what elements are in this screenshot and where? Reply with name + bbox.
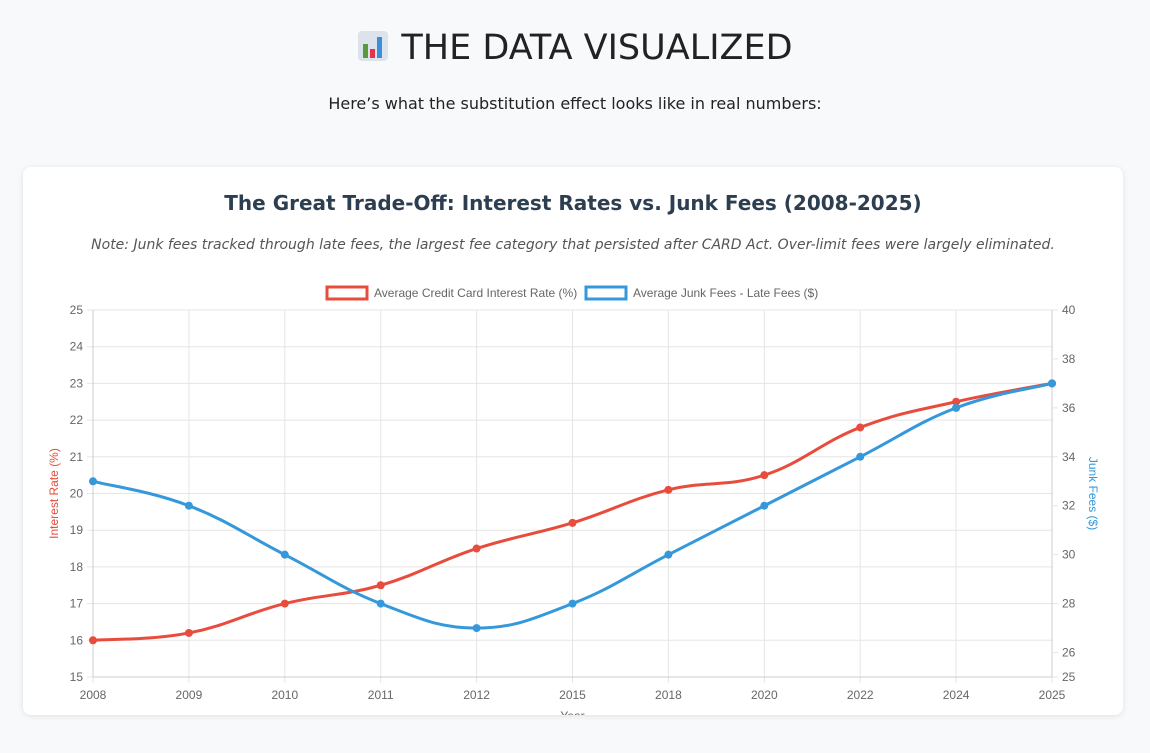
legend-label: Average Junk Fees - Late Fees ($) bbox=[633, 286, 818, 300]
y2-axis-title: Junk Fees ($) bbox=[1086, 457, 1100, 530]
data-point bbox=[664, 485, 673, 494]
y-tick-label: 18 bbox=[70, 560, 84, 574]
data-point bbox=[376, 581, 385, 590]
data-point bbox=[568, 599, 577, 608]
x-tick-label: 2020 bbox=[751, 688, 778, 702]
title-text: THE DATA VISUALIZED bbox=[401, 28, 793, 68]
bar-chart-icon bbox=[358, 31, 389, 61]
y-tick-label: 16 bbox=[70, 633, 84, 647]
x-tick-label: 2015 bbox=[559, 688, 586, 702]
data-point bbox=[760, 471, 769, 480]
x-tick-label: 2018 bbox=[655, 688, 682, 702]
data-point bbox=[952, 397, 961, 406]
y2-tick-label: 32 bbox=[1062, 499, 1076, 513]
line-chart: 15 16 17 18 19 20 21 22 23 24 25 2008 2009 2010 2011 20… bbox=[47, 285, 1100, 715]
legend-swatch bbox=[584, 285, 628, 301]
y-tick-label: 22 bbox=[70, 413, 84, 427]
y-tick-label: 24 bbox=[70, 340, 84, 354]
y-tick-label: 21 bbox=[70, 450, 84, 464]
data-point bbox=[664, 550, 673, 559]
x-axis-title: Year bbox=[560, 709, 584, 715]
y-tick-label: 25 bbox=[70, 303, 84, 317]
y2-tick-label: 40 bbox=[1062, 303, 1076, 317]
data-point bbox=[952, 403, 961, 412]
data-point bbox=[856, 423, 865, 432]
y-tick-label: 17 bbox=[70, 597, 84, 611]
y2-tick-label: 26 bbox=[1062, 646, 1076, 660]
x-tick-label: 2012 bbox=[463, 688, 490, 702]
y-tick-label: 15 bbox=[70, 670, 84, 684]
data-point bbox=[376, 599, 385, 608]
y2-tick-label: 34 bbox=[1062, 450, 1076, 464]
data-point bbox=[472, 624, 481, 633]
y-axis-title: Interest Rate (%) bbox=[47, 448, 61, 539]
chart-title: The Great Trade-Off: Interest Rates vs. … bbox=[224, 191, 922, 215]
data-point bbox=[280, 550, 289, 559]
page-title: THE DATA VISUALIZED bbox=[0, 28, 1150, 68]
x-tick-label: 2024 bbox=[943, 688, 970, 702]
x-tick-label: 2011 bbox=[368, 688, 394, 702]
data-point bbox=[280, 599, 289, 608]
data-point bbox=[89, 636, 97, 645]
y-tick-label: 19 bbox=[70, 523, 84, 537]
x-tick-label: 2010 bbox=[271, 688, 298, 702]
legend-swatch bbox=[325, 285, 369, 301]
data-point bbox=[1048, 379, 1056, 388]
chart-card: The Great Trade-Off: Interest Rates vs. … bbox=[23, 167, 1123, 715]
y2-tick-label: 28 bbox=[1062, 597, 1076, 611]
y-tick-label: 23 bbox=[70, 376, 84, 390]
data-point bbox=[568, 518, 577, 527]
x-tick-label: 2025 bbox=[1039, 688, 1066, 702]
data-point bbox=[760, 501, 769, 510]
data-point bbox=[184, 628, 193, 637]
x-tick-label: 2022 bbox=[847, 688, 874, 702]
data-point bbox=[184, 501, 193, 510]
data-point bbox=[89, 477, 97, 486]
y2-tick-label: 30 bbox=[1062, 548, 1076, 562]
x-tick-label: 2009 bbox=[176, 688, 203, 702]
page-subtitle: Here’s what the substitution effect look… bbox=[328, 94, 822, 113]
y2-tick-label: 25 bbox=[1062, 670, 1076, 684]
legend-label: Average Credit Card Interest Rate (%) bbox=[374, 286, 577, 300]
y-tick-label: 20 bbox=[70, 487, 84, 501]
y2-tick-label: 38 bbox=[1062, 352, 1076, 366]
data-point bbox=[856, 452, 865, 461]
y2-tick-label: 36 bbox=[1062, 401, 1076, 415]
x-tick-label: 2008 bbox=[80, 688, 107, 702]
chart-note: Note: Junk fees tracked through late fee… bbox=[91, 237, 1055, 253]
data-point bbox=[472, 544, 481, 553]
